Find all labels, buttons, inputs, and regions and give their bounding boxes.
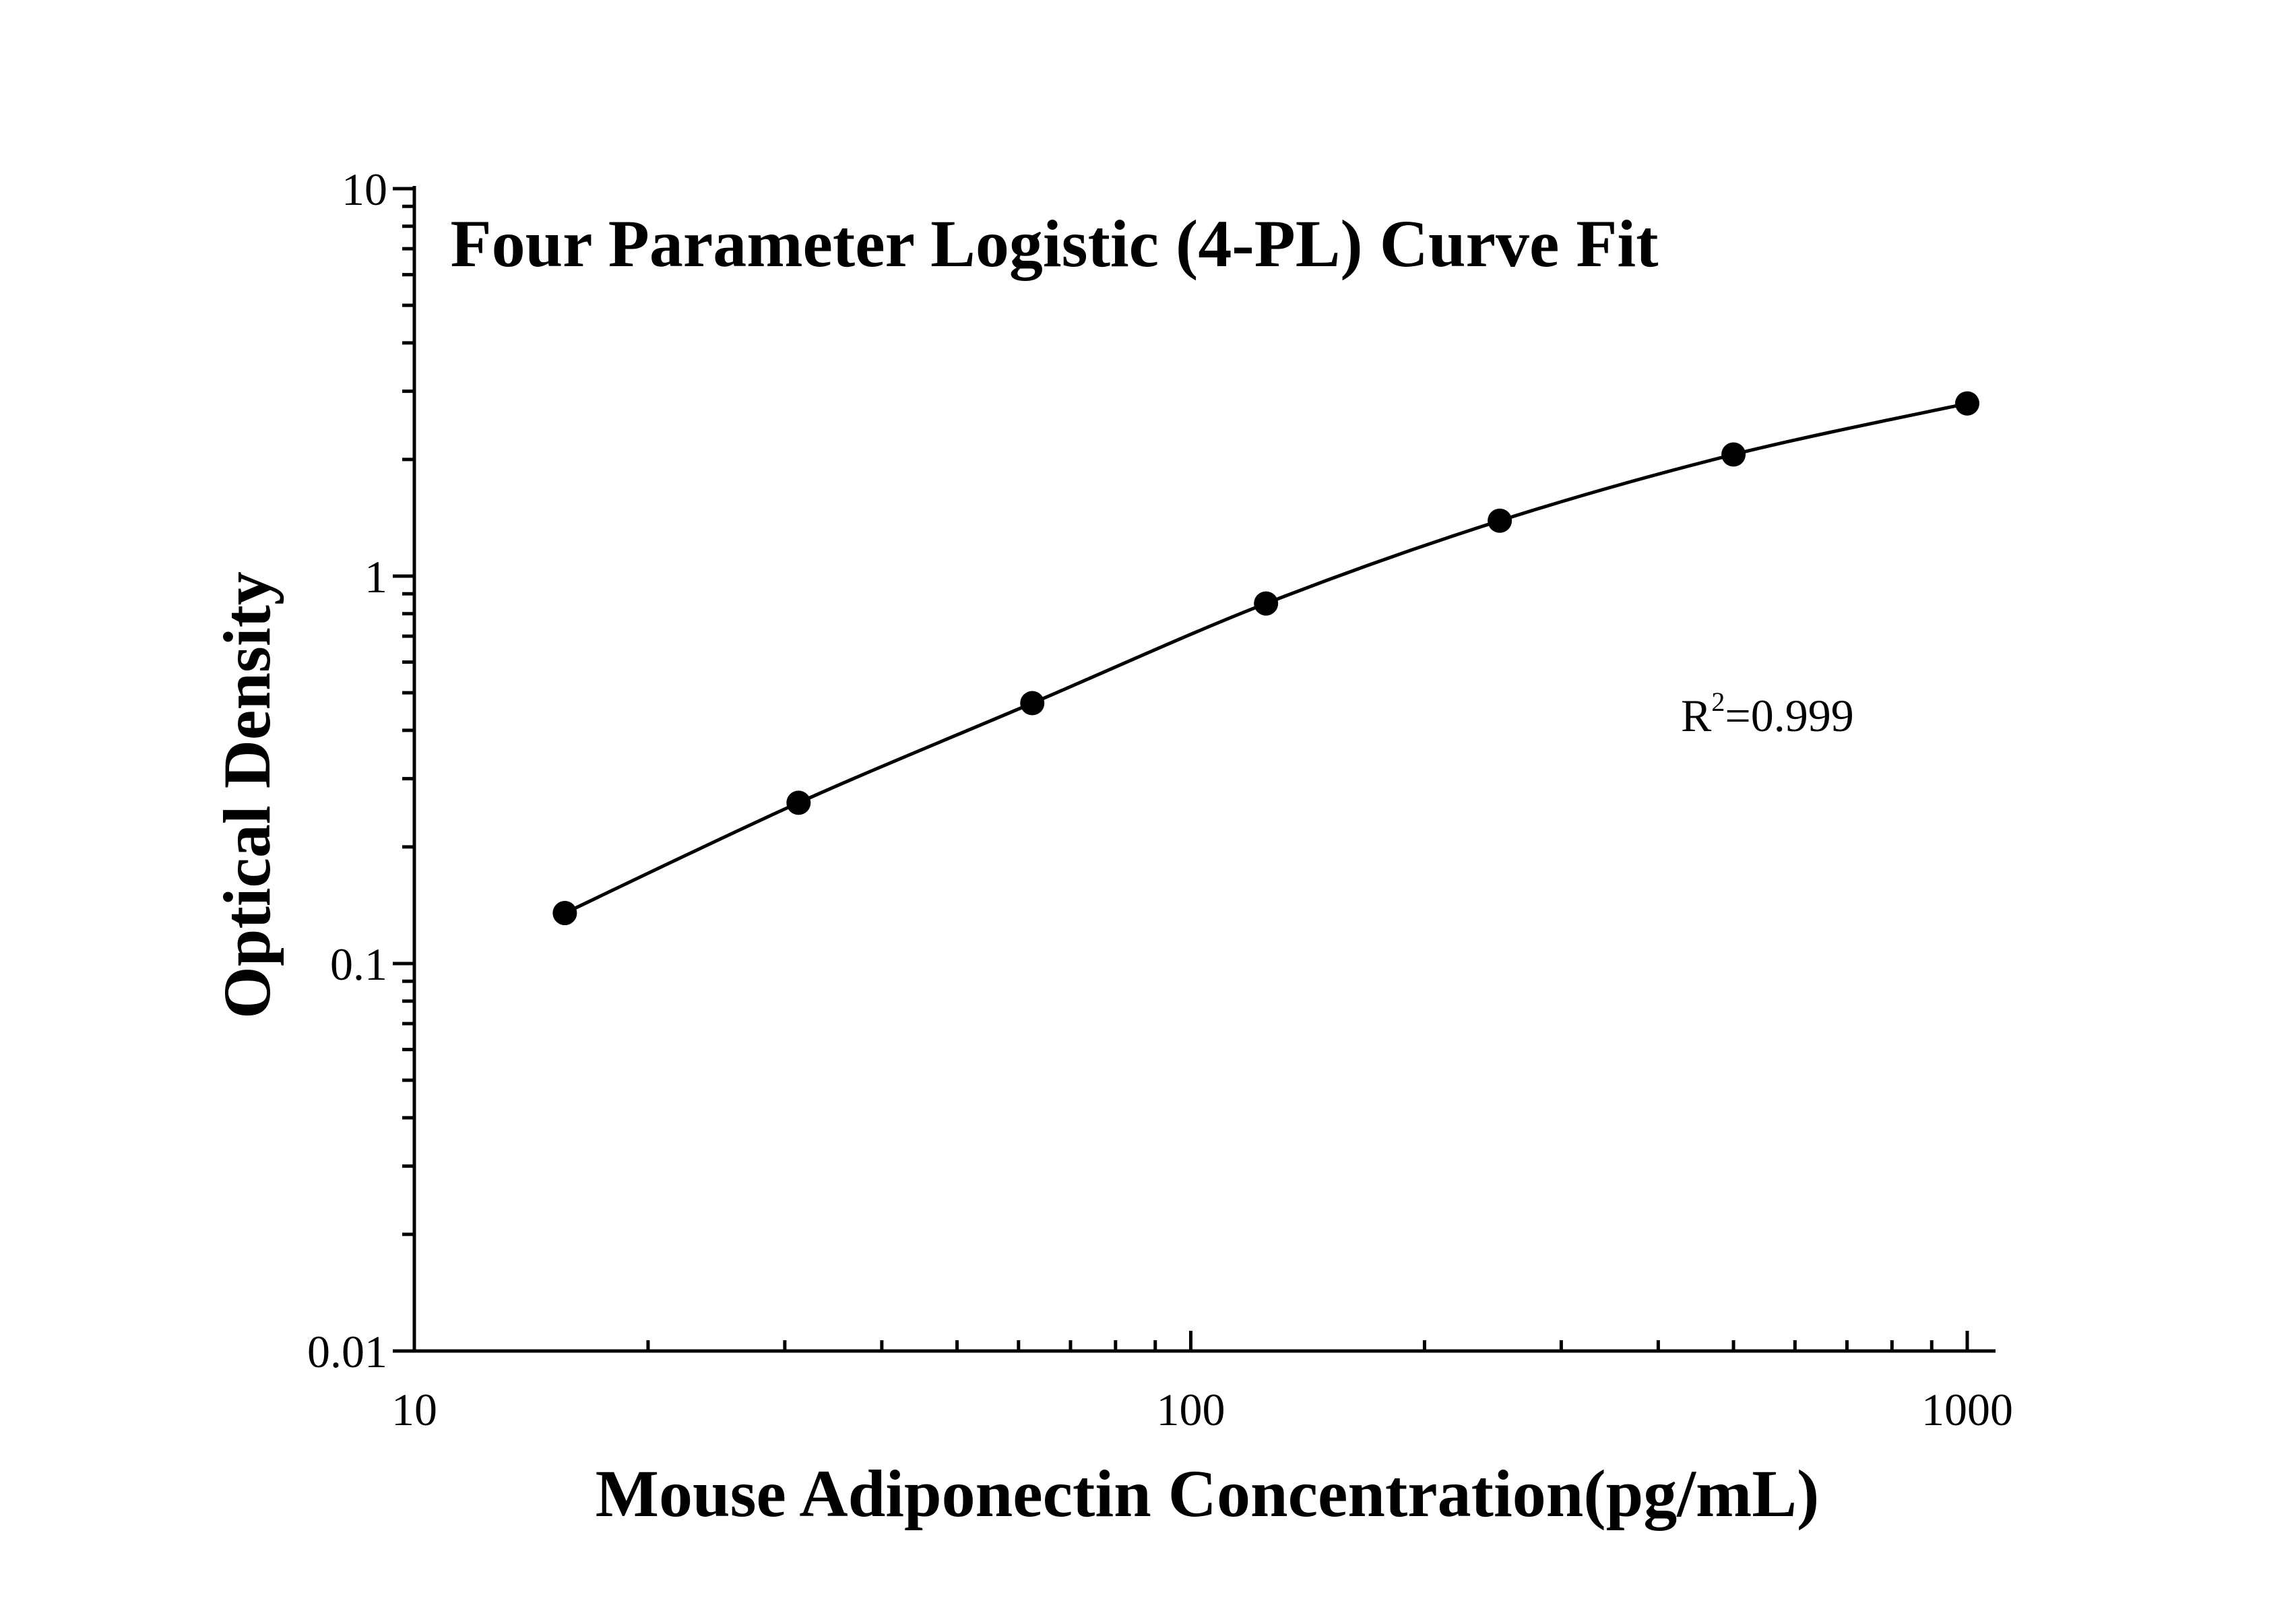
chart-title: Four Parameter Logistic (4-PL) Curve Fit [450,206,1658,281]
axes [412,186,1996,1353]
y-tick-label: 10 [342,164,387,215]
y-tick-label: 1 [364,551,387,602]
tick-marks [393,187,1969,1353]
x-tick-label: 100 [1157,1384,1225,1435]
r-squared-annotation: R2=0.999 [1681,687,1854,741]
x-tick-label: 10 [391,1384,437,1435]
y-tick-label: 0.1 [330,939,387,990]
data-point [786,790,811,815]
data-point [1488,508,1512,533]
y-tick-label: 0.01 [307,1326,387,1377]
x-axis-title: Mouse Adiponectin Concentration(pg/mL) [596,1456,1820,1531]
data-point [1955,391,1979,416]
data-point [1254,591,1279,616]
r-squared-value: =0.999 [1725,690,1853,741]
y-axis-title: Optical Density [210,571,284,1019]
r-squared-superscript: 2 [1711,687,1725,717]
tick-labels: 10 100 1000 0.01 0.1 1 10 [307,164,2013,1435]
data-point [1721,442,1746,467]
fit-curve [564,402,1968,915]
data-points [552,391,1979,926]
x-tick-label: 1000 [1921,1384,2013,1435]
r-squared-base: R [1681,690,1712,741]
data-point [1020,691,1045,716]
data-point [552,901,577,926]
